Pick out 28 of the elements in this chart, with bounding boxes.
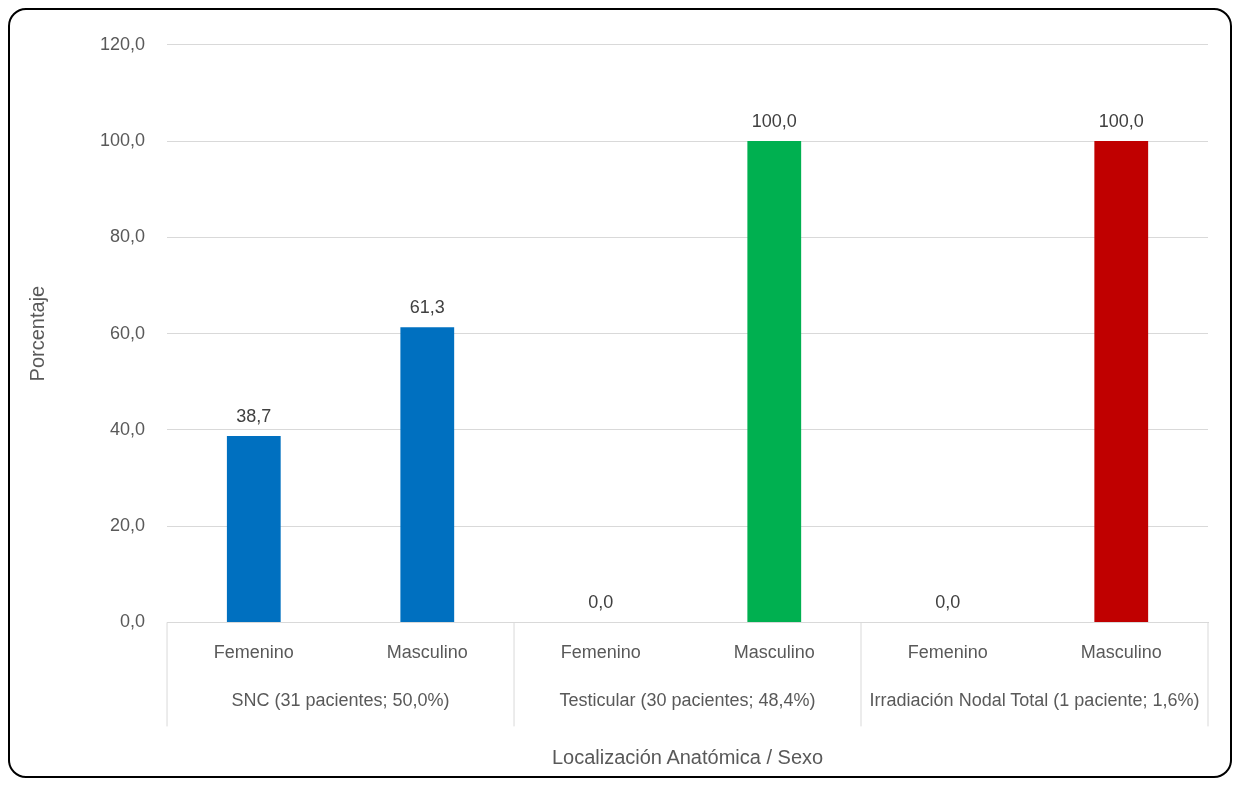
data-label: 0,0 (588, 592, 614, 613)
data-label: 38,7 (236, 406, 272, 427)
x-tick-label: Femenino (907, 642, 988, 663)
x-tick-label: Femenino (560, 642, 641, 663)
y-tick-label: 100,0 (100, 130, 146, 151)
y-tick-label: 120,0 (100, 33, 146, 54)
x-tick-label: Masculino (386, 642, 468, 663)
data-label: 100,0 (751, 111, 797, 132)
y-tick-label: 80,0 (110, 226, 146, 247)
data-label: 100,0 (1098, 111, 1144, 132)
bar (226, 436, 281, 622)
text: Irradiación Nodal Total (1 paciente; 1,6%) (869, 690, 1200, 711)
y-tick-label: 40,0 (110, 418, 146, 439)
x-tick-label: Masculino (733, 642, 815, 663)
x-tick-label: Femenino (213, 642, 294, 663)
y-tick-label: 0,0 (120, 611, 146, 632)
text: Testicular (30 pacientes; 48,4%) (559, 690, 816, 711)
y-tick-label: 20,0 (110, 515, 146, 536)
data-label: 61,3 (409, 297, 445, 318)
x-tick-label: Masculino (1080, 642, 1162, 663)
x-axis-title: Localización Anatómica / Sexo (551, 745, 824, 768)
bar (747, 141, 802, 622)
text: SNC (31 pacientes; 50,0%) (231, 690, 450, 711)
data-label: 0,0 (935, 592, 961, 613)
bar (1094, 141, 1149, 622)
y-tick-label: 60,0 (110, 322, 146, 343)
bar (400, 327, 455, 622)
y-axis-title: Porcentaje (25, 285, 48, 382)
